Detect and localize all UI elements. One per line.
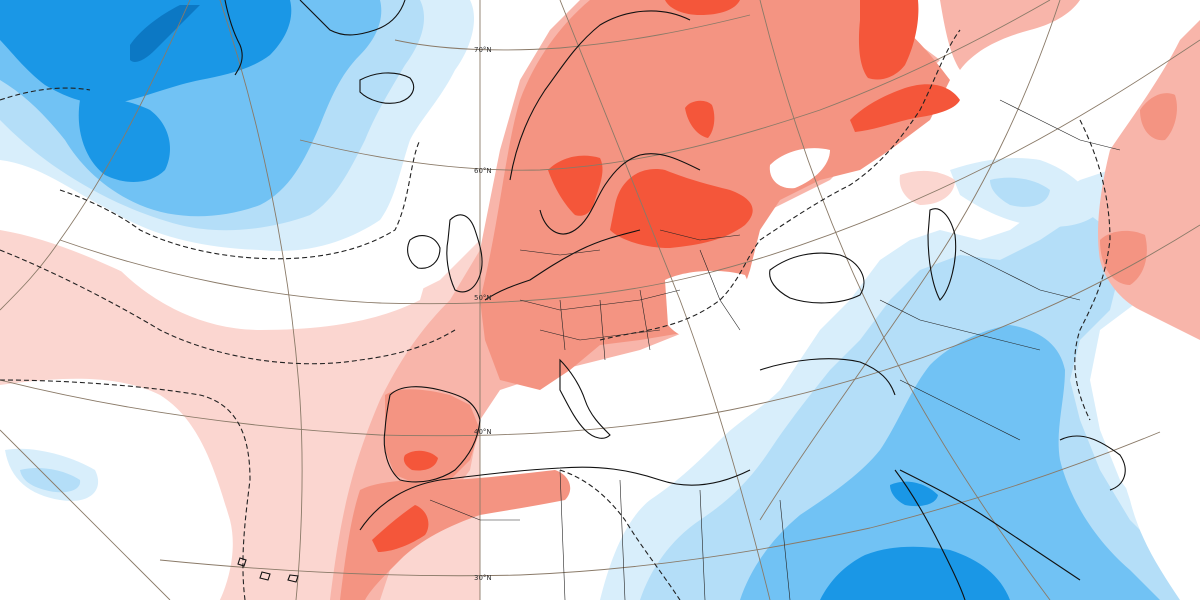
country-borders-africa bbox=[429, 469, 791, 600]
cold-weak-central-asia-region bbox=[990, 177, 1050, 207]
neutral-finland-pocket bbox=[769, 148, 830, 189]
latitude-label-70n: 70°N bbox=[474, 46, 492, 54]
country-borders-asia bbox=[879, 99, 1121, 441]
black-sea-coastline bbox=[769, 252, 865, 304]
meridian-4 bbox=[759, 0, 1051, 600]
warm-medium-nw-africa-region bbox=[340, 470, 571, 600]
neutral-belarus-pocket bbox=[665, 270, 750, 341]
border-layer bbox=[429, 99, 1121, 600]
cold-strong-labrador-patch bbox=[78, 98, 170, 182]
neutral-atlantic-band bbox=[0, 378, 233, 600]
meridian-6 bbox=[0, 0, 191, 311]
latitude-label-layer: 70°N 60°N 50°N 40°N 30°N bbox=[474, 46, 492, 582]
cold-strong-egypt-patch bbox=[820, 546, 1010, 600]
parallel-40n bbox=[0, 224, 1200, 437]
contour-atlantic-north bbox=[59, 139, 421, 260]
iberia-coastline bbox=[383, 386, 481, 483]
latitude-label-60n: 60°N bbox=[474, 167, 492, 175]
warm-strong-iberia-patch bbox=[403, 450, 438, 471]
country-borders-europe bbox=[519, 229, 741, 361]
caspian-coastline bbox=[927, 208, 957, 301]
neutral-atlantic-west bbox=[120, 250, 430, 330]
north-africa-coastline bbox=[359, 466, 751, 531]
italy-coastline bbox=[559, 358, 611, 439]
warm-weak-siberia-strip bbox=[940, 0, 1080, 70]
ireland-coastline bbox=[407, 235, 441, 269]
meridian-7 bbox=[0, 429, 171, 600]
warm-strong-top-patch bbox=[665, 0, 740, 15]
greenland-coastline bbox=[224, 0, 406, 76]
contour-greenland-west bbox=[0, 87, 91, 101]
meridian-1 bbox=[219, 0, 303, 600]
contour-east-asia bbox=[1074, 119, 1111, 421]
warm-strong-morocco-patch bbox=[372, 505, 429, 552]
cold-strong-sinai-patch bbox=[890, 481, 938, 507]
warm-medium-east-edge-patch bbox=[1140, 93, 1177, 141]
parallel-50n bbox=[59, 39, 1200, 305]
warm-strong-scandinavia-patch bbox=[548, 155, 603, 216]
warm-strong-russia-west-patch bbox=[610, 169, 753, 248]
persian-gulf-coastline bbox=[1059, 435, 1126, 491]
contour-atlantic-south bbox=[0, 249, 456, 365]
warm-medium-iran-patch bbox=[1100, 230, 1147, 285]
warm-strong-urals-patch bbox=[850, 84, 960, 132]
parallel-70n bbox=[394, 14, 751, 51]
warm-strong-karelia-patch bbox=[685, 100, 715, 138]
latitude-label-30n: 30°N bbox=[474, 574, 492, 582]
red-sea-coastline bbox=[894, 469, 1081, 600]
turkey-coastline bbox=[759, 358, 896, 396]
warm-weak-caspian-patch bbox=[899, 170, 955, 205]
meridian-3 bbox=[559, 0, 771, 600]
scandinavia-coastline bbox=[509, 10, 701, 235]
contour-europe-east bbox=[599, 29, 961, 341]
iceland-coastline bbox=[359, 72, 415, 104]
cold-medium-east-med-region bbox=[740, 325, 1160, 600]
neutral-arabia-east-region bbox=[1118, 385, 1200, 600]
parallel-60n bbox=[299, 0, 1051, 171]
meridian-5 bbox=[759, 0, 1061, 521]
cold-deep-streak bbox=[130, 5, 200, 62]
warm-strong-urals-north-patch bbox=[858, 0, 919, 80]
latitude-label-40n: 40°N bbox=[474, 428, 492, 436]
europe-north-coastline bbox=[484, 229, 641, 301]
britain-coastline bbox=[446, 214, 483, 293]
contour-med-south bbox=[559, 469, 681, 600]
parallel-30n bbox=[159, 431, 1161, 577]
coastline-layer bbox=[224, 0, 1126, 600]
latitude-label-50n: 50°N bbox=[474, 294, 492, 302]
dashed-contour-layer bbox=[0, 29, 1111, 600]
canary-islands-coastline bbox=[237, 557, 299, 583]
contour-atlantic-lower bbox=[0, 379, 251, 600]
